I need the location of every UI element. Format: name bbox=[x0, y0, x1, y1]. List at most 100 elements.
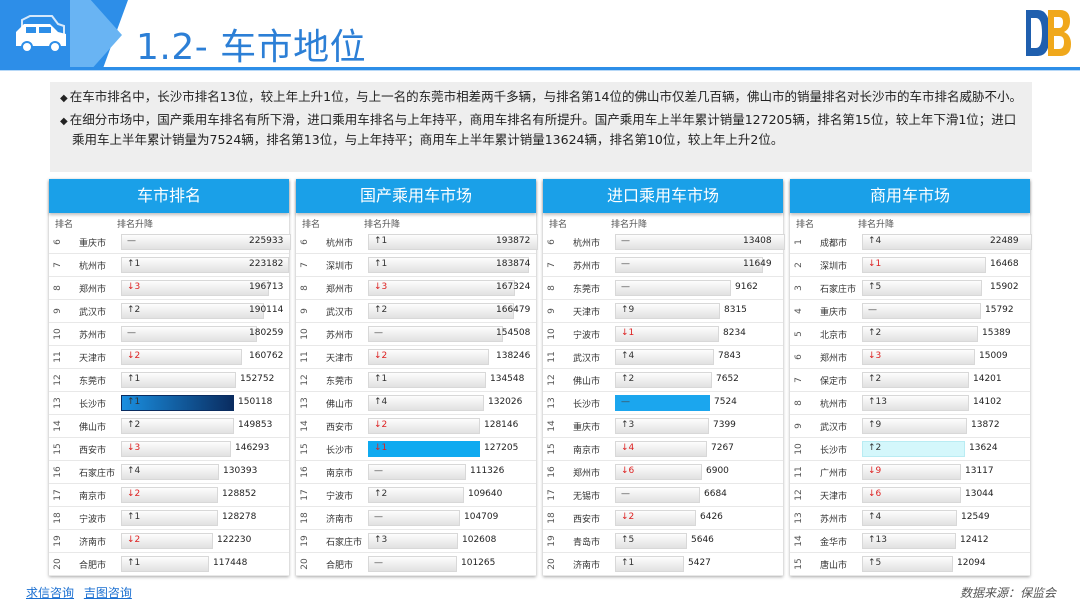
rank-number: 8 bbox=[300, 285, 310, 291]
sales-value: 122230 bbox=[217, 535, 252, 545]
city-name: 东莞市 bbox=[573, 285, 601, 295]
sales-value: 7267 bbox=[711, 443, 734, 453]
sales-value: 13872 bbox=[971, 420, 1000, 430]
city-name: 郑州市 bbox=[326, 285, 354, 295]
rank-change: ↑4 bbox=[868, 236, 882, 246]
rank-change: ↓9 bbox=[868, 466, 882, 476]
sales-value: 22489 bbox=[990, 236, 1019, 246]
rank-number: 12 bbox=[53, 374, 63, 386]
footer-link-qiuxin[interactable]: 求信咨询 bbox=[26, 586, 75, 600]
value-bar bbox=[615, 234, 785, 250]
city-name: 长沙市 bbox=[573, 400, 601, 410]
value-bar bbox=[862, 372, 969, 388]
table-row: 18 西安市 ↓2 6426 bbox=[543, 507, 783, 530]
city-name: 深圳市 bbox=[820, 262, 848, 272]
table-row: 7 深圳市 ↑1 183874 bbox=[296, 254, 536, 277]
rank-change: — bbox=[621, 489, 630, 499]
rank-number: 14 bbox=[547, 420, 557, 432]
table-row: 14 重庆市 ↑3 7399 bbox=[543, 415, 783, 438]
value-bar bbox=[862, 303, 981, 319]
sales-value: 6426 bbox=[700, 512, 723, 522]
column-change-label: 排名升降 bbox=[364, 220, 401, 230]
city-name: 佛山市 bbox=[573, 377, 601, 387]
rank-number: 10 bbox=[300, 328, 310, 340]
rank-change: ↑2 bbox=[868, 374, 882, 384]
city-name: 苏州市 bbox=[820, 515, 848, 525]
value-bar bbox=[368, 303, 514, 319]
table-row: 19 石家庄市 ↑3 102608 bbox=[296, 530, 536, 553]
value-bar bbox=[862, 464, 961, 480]
page-title: 1.2- 车市地位 bbox=[136, 27, 367, 68]
table-row: 8 东莞市 — 9162 bbox=[543, 277, 783, 300]
rank-number: 17 bbox=[53, 489, 63, 501]
table-row: 15 南京市 ↓4 7267 bbox=[543, 438, 783, 461]
rank-number: 1 bbox=[794, 239, 804, 245]
summary-bullet-1: ◆ 在车市排名中，长沙市排名13位，较上年上升1位，与上一名的东莞市相差两千多辆，… bbox=[60, 89, 1022, 104]
value-bar bbox=[121, 441, 231, 457]
table-row: 7 杭州市 ↑1 223182 bbox=[49, 254, 289, 277]
sales-value: 128146 bbox=[484, 420, 519, 430]
value-bar bbox=[862, 510, 957, 526]
rank-change: ↓2 bbox=[621, 512, 635, 522]
table-row: 9 武汉市 ↑9 13872 bbox=[790, 415, 1030, 438]
rank-change: — bbox=[621, 236, 630, 246]
sales-value: 7524 bbox=[714, 397, 737, 407]
city-name: 东莞市 bbox=[326, 377, 354, 387]
sales-value: 152752 bbox=[240, 374, 275, 384]
value-bar bbox=[862, 441, 965, 457]
sales-value: 128278 bbox=[222, 512, 257, 522]
sales-value: 12412 bbox=[960, 535, 989, 545]
sales-value: 16468 bbox=[990, 259, 1019, 269]
table-row: 15 唐山市 ↑5 12094 bbox=[790, 553, 1030, 576]
city-name: 合肥市 bbox=[79, 561, 107, 571]
sales-value: 111326 bbox=[470, 466, 505, 476]
rank-change: — bbox=[621, 397, 630, 407]
rank-change: — bbox=[621, 282, 630, 292]
rank-number: 15 bbox=[547, 443, 557, 455]
city-name: 苏州市 bbox=[79, 331, 107, 341]
table-row: 10 苏州市 — 180259 bbox=[49, 323, 289, 346]
value-bar bbox=[615, 349, 714, 365]
table-row: 1 成都市 ↑4 22489 bbox=[790, 231, 1032, 254]
ranking-panel: 国产乘用车市场 排名 排名升降 6 杭州市 ↑1 193872 7 深圳市 ↑1 183874 8 郑州… bbox=[296, 179, 538, 576]
sales-value: 12549 bbox=[961, 512, 990, 522]
rank-number: 12 bbox=[547, 374, 557, 386]
footer-link-jitu[interactable]: 吉图咨询 bbox=[83, 586, 132, 600]
rank-number: 13 bbox=[547, 397, 557, 409]
sales-value: 109640 bbox=[468, 489, 503, 499]
value-bar bbox=[615, 556, 684, 572]
rank-change: ↓2 bbox=[127, 489, 141, 499]
rank-change: ↑4 bbox=[868, 512, 882, 522]
city-name: 武汉市 bbox=[79, 308, 107, 318]
table-row: 15 长沙市 ↓1 127205 bbox=[296, 438, 536, 461]
value-bar bbox=[615, 533, 687, 549]
city-name: 郑州市 bbox=[573, 469, 601, 479]
table-row: 2 深圳市 ↓1 16468 bbox=[790, 254, 1030, 277]
column-rank-label: 排名 bbox=[796, 220, 815, 230]
sales-value: 134548 bbox=[490, 374, 525, 384]
rank-change: ↑2 bbox=[374, 489, 388, 499]
rank-change: ↑1 bbox=[374, 236, 388, 246]
city-name: 杭州市 bbox=[326, 239, 354, 249]
city-name: 广州市 bbox=[820, 469, 848, 479]
table-row: 9 武汉市 ↑2 166479 bbox=[296, 300, 536, 323]
sales-value: 101265 bbox=[461, 558, 496, 568]
sales-value: 15792 bbox=[985, 305, 1014, 315]
table-row: 16 石家庄市 ↑4 130393 bbox=[49, 461, 289, 484]
city-name: 成都市 bbox=[820, 239, 848, 249]
sales-value: 13408 bbox=[743, 236, 772, 246]
sales-value: 7652 bbox=[716, 374, 739, 384]
rank-number: 10 bbox=[53, 328, 63, 340]
table-row: 20 合肥市 — 101265 bbox=[296, 553, 536, 576]
rank-number: 16 bbox=[547, 466, 557, 478]
rank-change: ↓2 bbox=[374, 351, 388, 361]
ranking-panel: 商用车市场 排名 排名升降 1 成都市 ↑4 22489 2 深圳市 ↓1 16468 3 石家庄市 ↑5… bbox=[790, 179, 1032, 576]
table-row: 16 郑州市 ↓6 6900 bbox=[543, 461, 783, 484]
rank-change: ↑1 bbox=[374, 259, 388, 269]
rank-change: ↑2 bbox=[374, 305, 388, 315]
rank-change: ↓3 bbox=[374, 282, 388, 292]
value-bar bbox=[615, 487, 700, 503]
rank-change: — bbox=[374, 512, 383, 522]
rank-change: ↓1 bbox=[374, 443, 388, 453]
city-name: 石家庄市 bbox=[79, 469, 116, 479]
